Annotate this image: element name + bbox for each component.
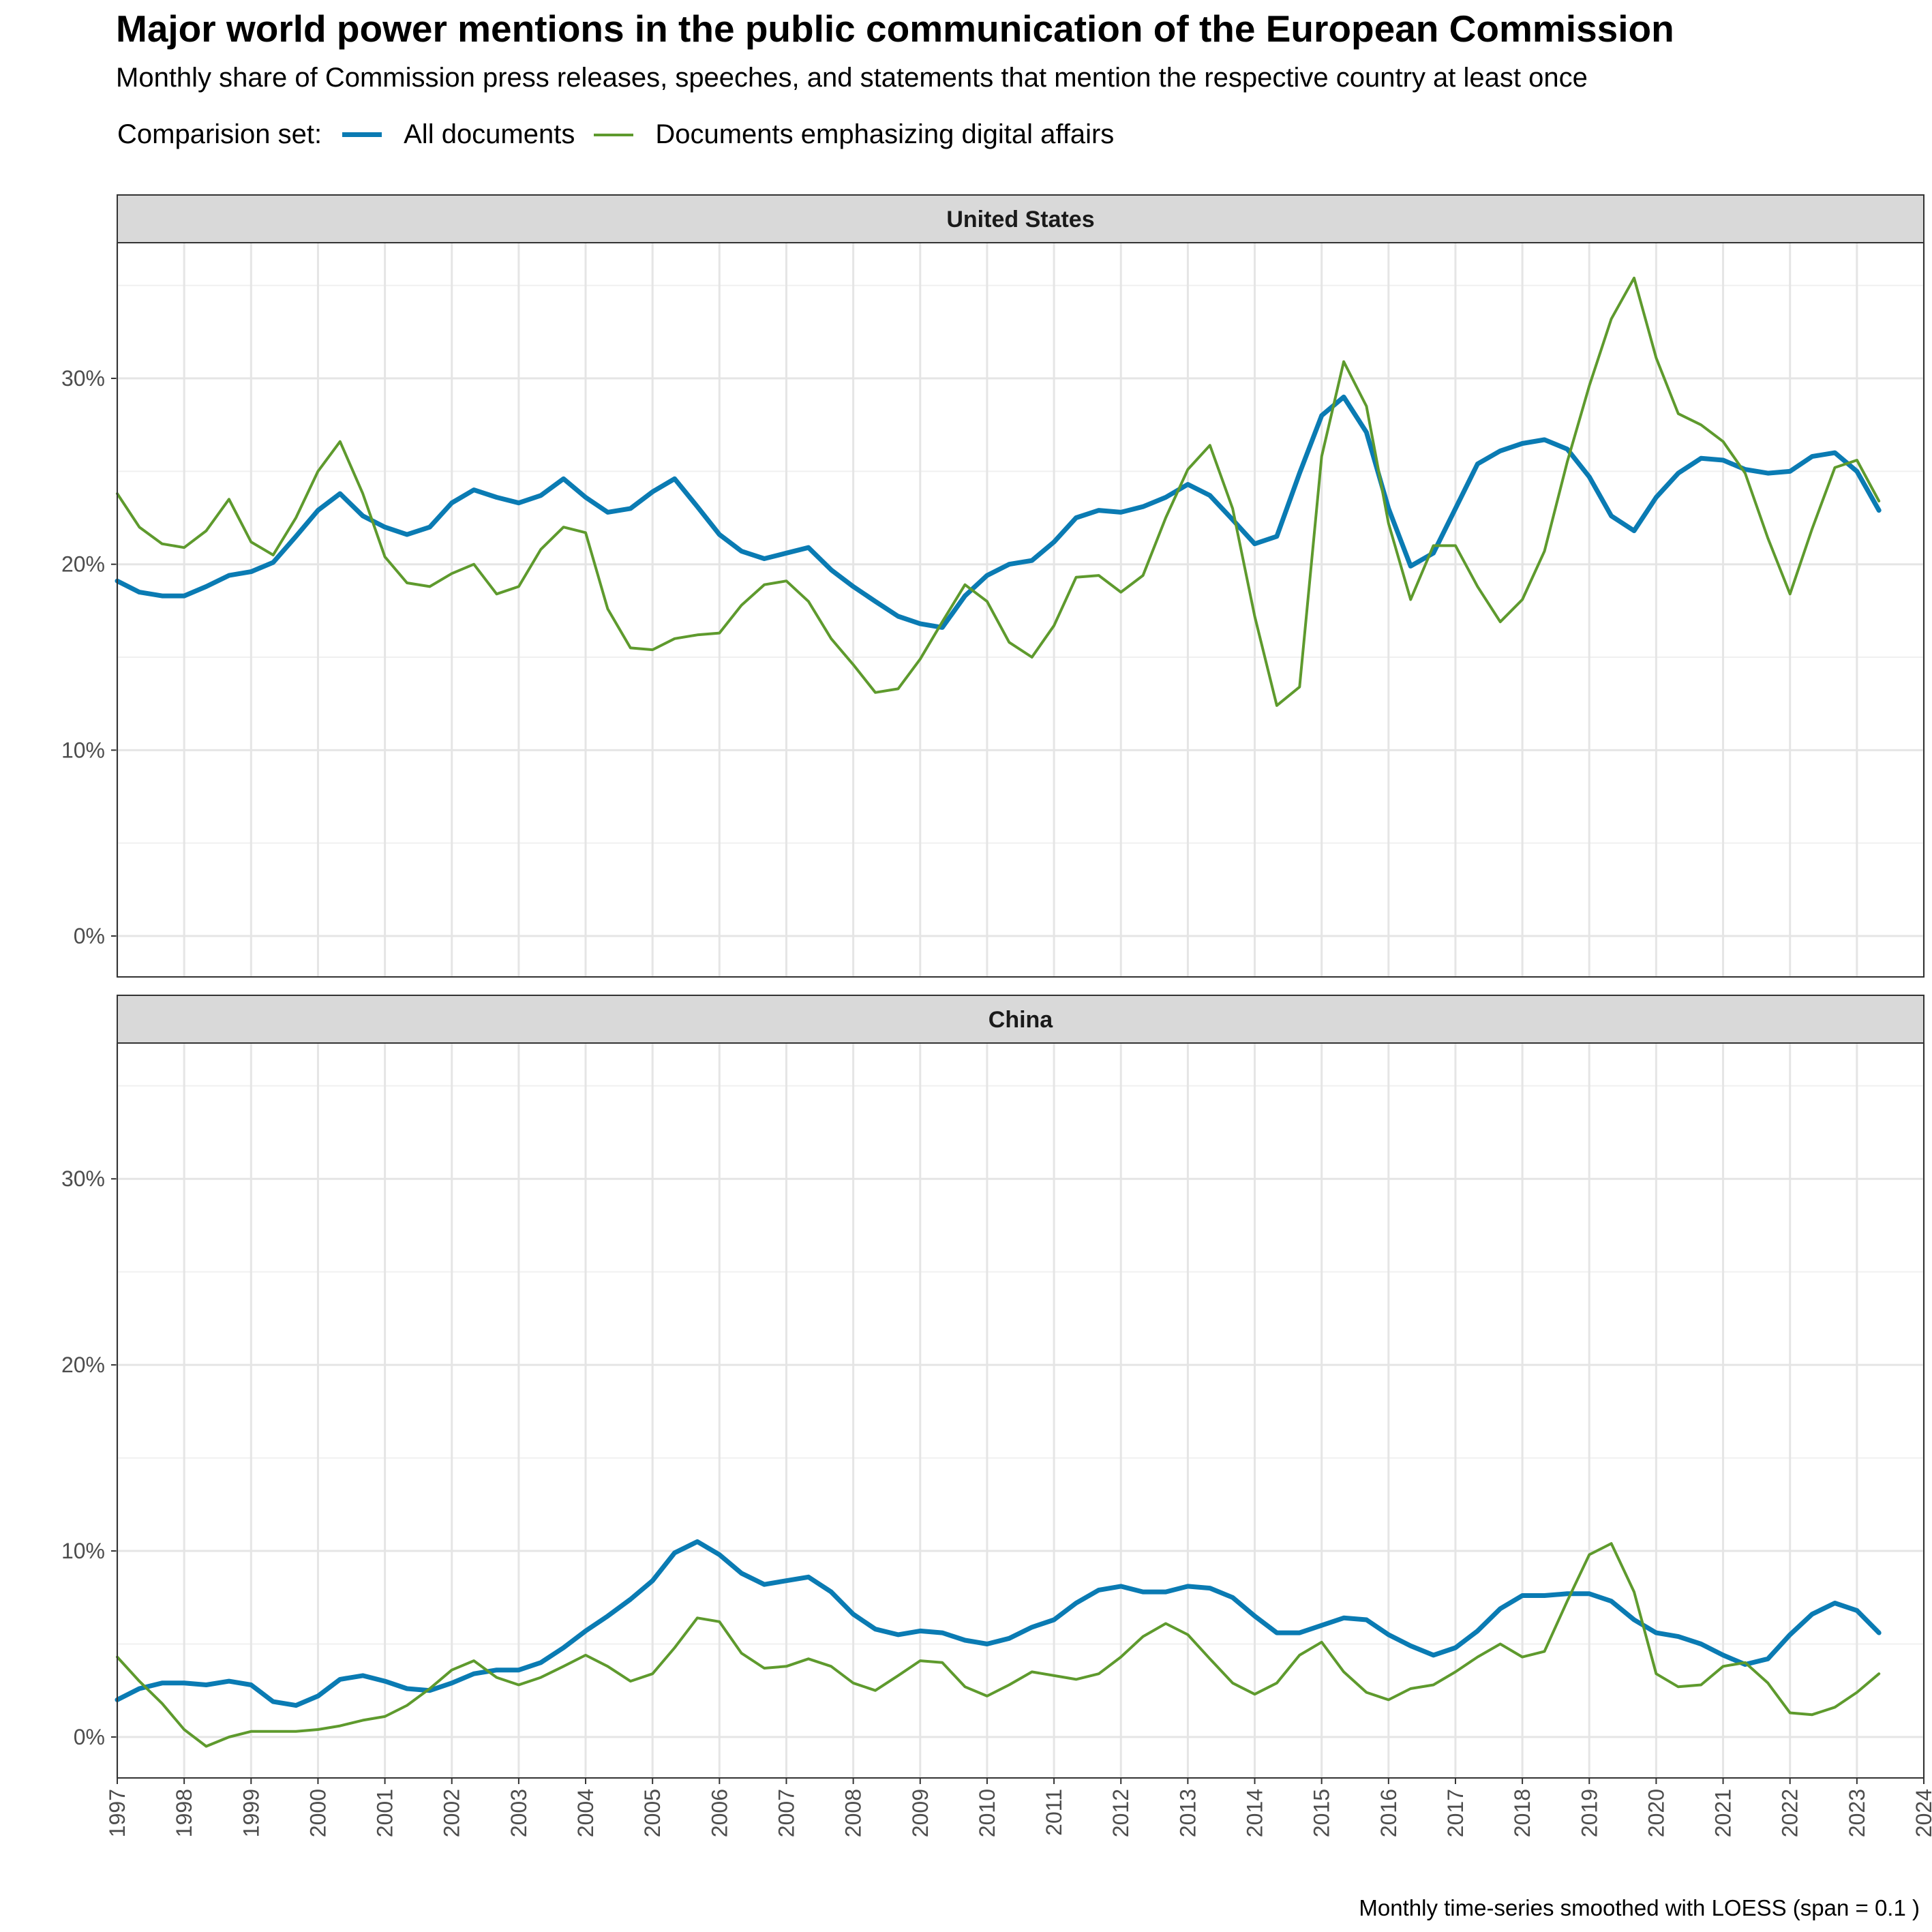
x-tick-label: 2019 [1577,1789,1601,1837]
legend-item-digital-affairs: Documents emphasizing digital affairs [594,119,1114,150]
y-tick-label: 30% [61,1166,105,1191]
x-tick-label: 1997 [105,1789,130,1837]
x-tick-label: 2008 [841,1789,866,1837]
facet-label-china: China [988,1007,1054,1033]
series-line-all-documents-united-states [115,394,1882,630]
x-tick-label: 2014 [1243,1789,1267,1837]
chart-caption: Monthly time-series smoothed with LOESS … [1359,1895,1920,1920]
x-tick-label: 2009 [908,1789,933,1837]
x-tick-label: 1999 [239,1789,263,1837]
x-tick-label: 2016 [1376,1789,1401,1837]
x-tick-label: 2013 [1175,1789,1200,1837]
facet-label-united-states: United States [946,207,1094,232]
legend-key-digital-affairs [594,133,634,136]
x-tick-label: 2006 [707,1789,731,1837]
series-line-documents-emphasizing-digital-affairs-united-states [116,276,1881,707]
x-tick-label: 2015 [1310,1789,1334,1837]
legend-item-all-documents: All documents [342,119,575,150]
x-tick-label: 2002 [440,1789,464,1837]
y-tick-label: 0% [74,1725,105,1749]
chart-title: Major world power mentions in the public… [116,7,1674,50]
legend-label-all-documents: All documents [404,119,575,149]
x-tick-label: 2023 [1845,1789,1869,1837]
x-tick-label: 1998 [172,1789,196,1837]
panel-background-china [117,1043,1924,1778]
x-tick-label: 2001 [373,1789,397,1837]
x-tick-label: 2017 [1443,1789,1468,1837]
y-tick-label: 20% [61,1353,105,1377]
y-tick-label: 20% [61,552,105,577]
legend-label-digital-affairs: Documents emphasizing digital affairs [655,119,1115,149]
x-tick-label: 2003 [507,1789,531,1837]
facet-strip-united-states [117,194,1925,243]
x-tick-label: 2011 [1042,1789,1066,1836]
x-tick-label: 2005 [640,1789,665,1837]
y-tick-label: 0% [74,924,105,948]
series-line-all-documents-china [115,1539,1882,1708]
y-tick-label: 10% [61,1539,105,1563]
legend: Comparision set: All documents Documents… [117,119,1133,150]
x-tick-label: 2018 [1510,1789,1535,1837]
x-tick-label: 2000 [305,1789,330,1837]
legend-key-all-documents [342,132,382,137]
series-line-documents-emphasizing-digital-affairs-china [116,1542,1881,1748]
facet-strip-china [117,995,1925,1044]
x-tick-label: 2020 [1644,1789,1668,1837]
x-tick-label: 2024 [1912,1789,1932,1837]
y-tick-label: 10% [61,738,105,762]
x-tick-label: 2012 [1108,1789,1133,1837]
x-tick-label: 2010 [975,1789,999,1837]
y-tick-label: 30% [61,366,105,391]
panel-background-united-states [117,243,1924,977]
chart-subtitle: Monthly share of Commission press releas… [116,63,1588,93]
x-tick-label: 2007 [774,1789,798,1837]
x-tick-label: 2021 [1711,1789,1736,1837]
x-tick-label: 2022 [1778,1789,1802,1837]
x-tick-label: 2004 [573,1789,598,1837]
legend-title: Comparision set: [117,119,322,149]
